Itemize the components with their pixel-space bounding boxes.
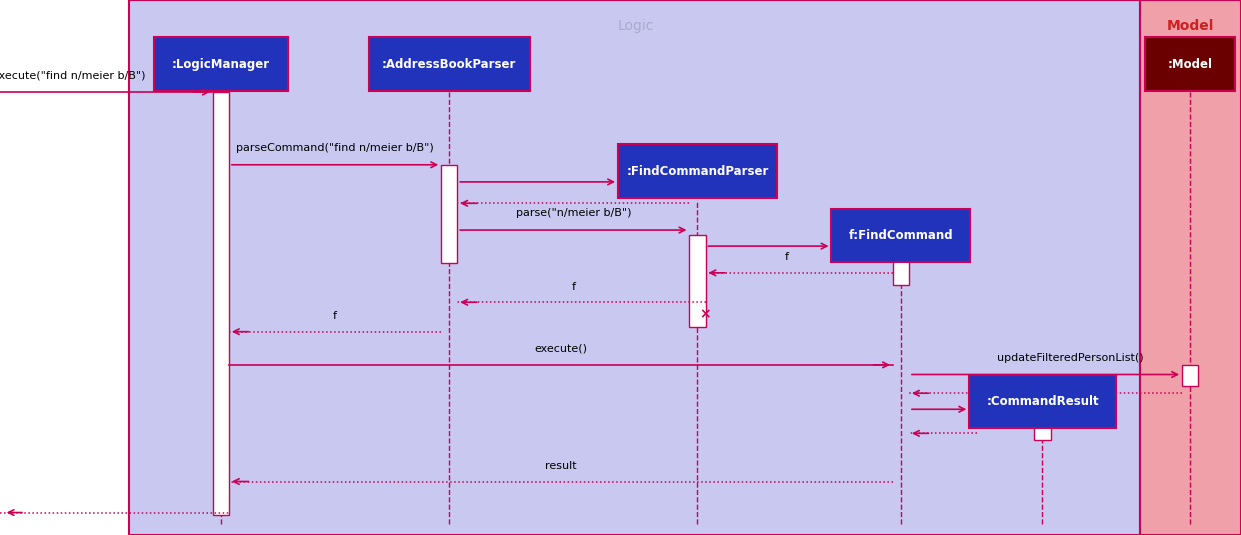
Bar: [369, 37, 530, 91]
Bar: [969, 374, 1116, 428]
Text: :LogicManager: :LogicManager: [171, 58, 271, 71]
Bar: [154, 37, 288, 91]
Text: :Model: :Model: [1168, 58, 1212, 71]
Bar: [892, 256, 908, 285]
Bar: [1145, 37, 1235, 91]
Bar: [1034, 415, 1050, 440]
Text: execute(): execute(): [535, 343, 587, 353]
Bar: [618, 144, 777, 198]
Bar: [213, 92, 228, 515]
Text: :FindCommandParser: :FindCommandParser: [627, 165, 768, 178]
Text: execute("find n/meier b/B"): execute("find n/meier b/B"): [0, 70, 145, 80]
Bar: [690, 235, 706, 327]
Bar: [442, 165, 457, 263]
Bar: [1181, 365, 1199, 386]
Text: f: f: [571, 281, 576, 292]
Text: ×: ×: [700, 308, 711, 322]
Text: :CommandResult: :CommandResult: [987, 395, 1098, 408]
Bar: [1140, 0, 1241, 535]
Text: Model: Model: [1167, 19, 1214, 33]
Bar: [831, 209, 970, 262]
Text: result: result: [545, 461, 577, 471]
Text: parseCommand("find n/meier b/B"): parseCommand("find n/meier b/B"): [236, 143, 434, 153]
Bar: [129, 0, 1140, 535]
Text: f: f: [333, 311, 338, 321]
Text: parse("n/meier b/B"): parse("n/meier b/B"): [515, 208, 632, 218]
Text: f:FindCommand: f:FindCommand: [849, 229, 953, 242]
Text: :AddressBookParser: :AddressBookParser: [382, 58, 516, 71]
Text: updateFilteredPersonList(): updateFilteredPersonList(): [997, 353, 1144, 363]
Text: Logic: Logic: [617, 19, 654, 33]
Text: f: f: [784, 252, 789, 262]
